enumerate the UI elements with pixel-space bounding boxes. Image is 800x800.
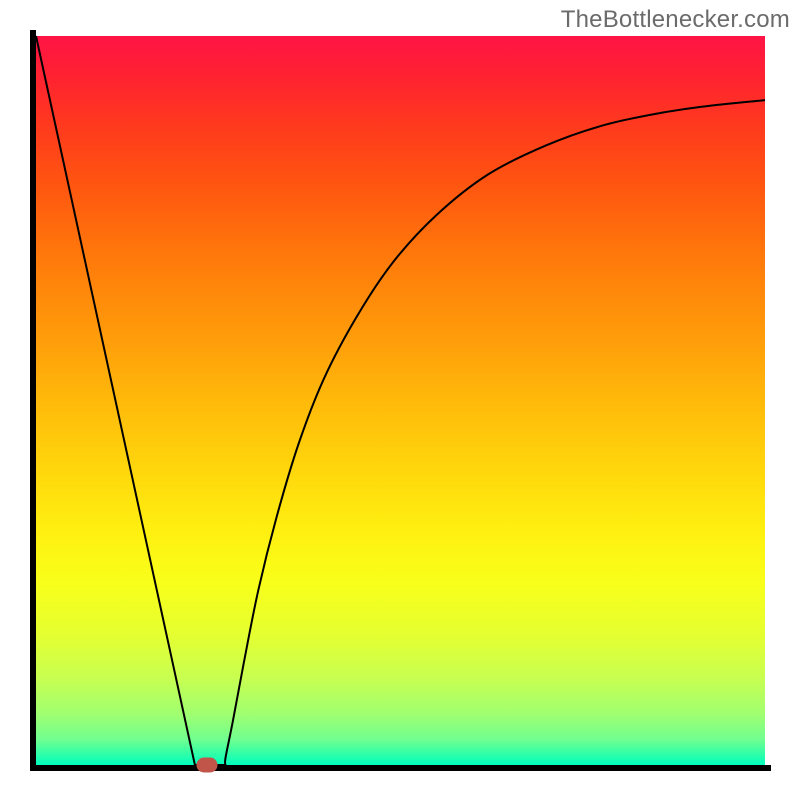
y-axis xyxy=(30,30,36,771)
plot-background xyxy=(36,36,765,765)
optimum-marker xyxy=(196,758,217,773)
chart-canvas: TheBottlenecker.com xyxy=(0,0,800,800)
watermark-text: TheBottlenecker.com xyxy=(561,6,790,34)
x-axis xyxy=(30,765,771,771)
